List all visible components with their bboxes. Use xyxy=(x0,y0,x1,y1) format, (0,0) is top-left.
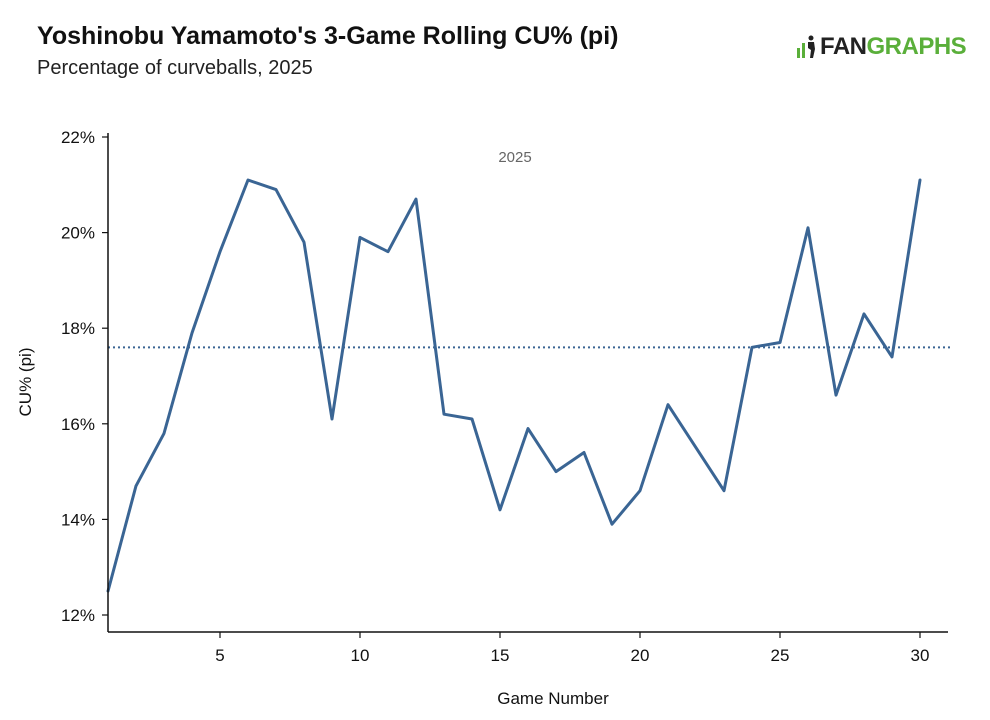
y-tick-label: 20% xyxy=(61,224,95,243)
x-tick-label: 25 xyxy=(771,646,790,665)
x-axis-label: Game Number xyxy=(497,689,609,708)
x-tick-label: 30 xyxy=(911,646,930,665)
y-tick-label: 12% xyxy=(61,606,95,625)
x-tick-label: 15 xyxy=(491,646,510,665)
y-axis-label: CU% (pi) xyxy=(16,348,35,417)
logo-text-fan: FAN xyxy=(820,33,867,60)
chart-subtitle: Percentage of curveballs, 2025 xyxy=(37,57,313,79)
chart-title: Yoshinobu Yamamoto's 3-Game Rolling CU% … xyxy=(37,22,619,50)
fangraphs-logo-icon xyxy=(797,35,815,58)
x-tick-label: 5 xyxy=(215,646,224,665)
fangraphs-logo[interactable]: FAN GRAPHS xyxy=(796,32,967,62)
y-tick-label: 22% xyxy=(61,128,95,147)
series-line xyxy=(106,178,922,593)
x-tick-label: 10 xyxy=(351,646,370,665)
logo-text-graphs: GRAPHS xyxy=(866,33,967,60)
y-tick-label: 14% xyxy=(61,510,95,529)
y-tick-label: 16% xyxy=(61,415,95,434)
x-tick-label: 20 xyxy=(631,646,650,665)
chart-annotation: 2025 xyxy=(498,149,531,166)
y-tick-label: 18% xyxy=(61,319,95,338)
